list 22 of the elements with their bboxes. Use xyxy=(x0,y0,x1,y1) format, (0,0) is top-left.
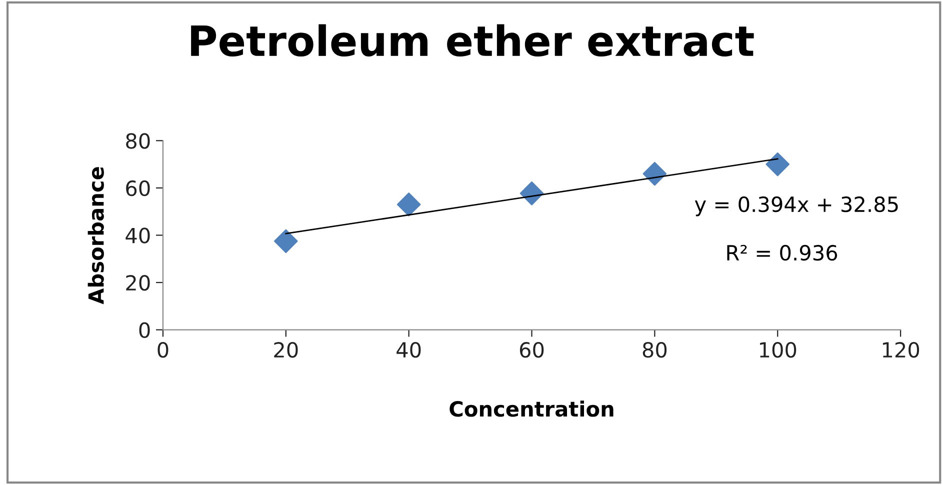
point xyxy=(642,162,667,186)
x-tick-label: 120 xyxy=(882,342,920,358)
point xyxy=(396,192,421,216)
y-tick-label: 80 xyxy=(126,133,150,149)
x-tick-label: 40 xyxy=(396,342,421,358)
point xyxy=(520,181,544,206)
y-tick-label: 20 xyxy=(126,274,150,291)
y-tick-label: 60 xyxy=(126,180,150,196)
y-tick-label: 0 xyxy=(139,322,150,338)
x-tick-label: 60 xyxy=(520,342,544,358)
y-axis-title: Absorbance xyxy=(88,167,104,304)
x-axis-title: Concentration xyxy=(450,400,614,417)
x-tick-label: 80 xyxy=(642,342,667,358)
annotation: y = 0.394x + 32.85 xyxy=(694,196,898,216)
x-tick-label: 0 xyxy=(158,342,168,358)
x-tick-label: 100 xyxy=(760,342,796,358)
point xyxy=(274,229,298,254)
y-tick-label: 40 xyxy=(126,228,150,244)
point xyxy=(766,152,790,176)
x-tick-label: 20 xyxy=(274,342,298,358)
chart-title: Petroleum ether extract xyxy=(191,24,754,57)
annotation: R² = 0.936 xyxy=(727,244,838,261)
